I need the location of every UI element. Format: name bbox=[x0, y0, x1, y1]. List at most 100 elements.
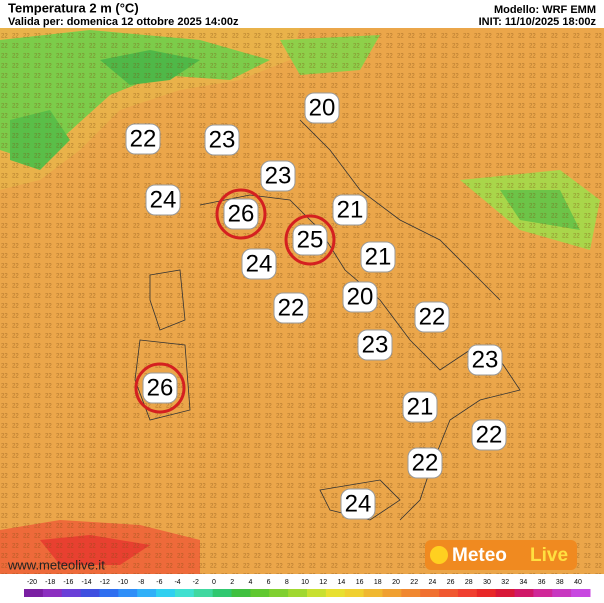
colorbar-swatch bbox=[61, 589, 82, 597]
colorbar-tick-label: 4 bbox=[248, 579, 252, 586]
highlight-ring bbox=[215, 188, 267, 240]
highlight-ring bbox=[284, 214, 336, 266]
colorbar-swatch bbox=[382, 589, 402, 597]
colorbar-swatch bbox=[476, 589, 497, 597]
label-box bbox=[467, 344, 503, 376]
valid-time: Valida per: domenica 12 ottobre 2025 14:… bbox=[8, 16, 239, 28]
colorbar-tick-label: -6 bbox=[156, 579, 162, 586]
label-box bbox=[223, 198, 259, 230]
temperature-label: 22 bbox=[412, 449, 439, 476]
colorbar-tick-label: 26 bbox=[447, 579, 455, 586]
temperature-label: 23 bbox=[362, 331, 389, 358]
colorbar-tick-label: 24 bbox=[429, 579, 437, 586]
label-box bbox=[145, 184, 181, 216]
label-box bbox=[471, 419, 507, 451]
colorbar-tick-label: -20 bbox=[27, 579, 37, 586]
colorbar-tick-label: 30 bbox=[483, 579, 491, 586]
colorbar-tick-label: 32 bbox=[501, 579, 509, 586]
colorbar-swatch bbox=[363, 589, 383, 597]
label-box bbox=[273, 292, 309, 324]
colorbar-swatch bbox=[231, 589, 251, 597]
colorbar-tick-label: 16 bbox=[356, 579, 364, 586]
highlight-ring bbox=[134, 362, 186, 414]
colorbar-swatch bbox=[156, 589, 176, 597]
map-title: Temperatura 2 m (°C) bbox=[8, 0, 139, 15]
colorbar-tick-label: 38 bbox=[556, 579, 564, 586]
model: Modello: WRF EMM bbox=[494, 4, 596, 16]
colorbar-swatch bbox=[174, 589, 195, 597]
temperature-label: 22 bbox=[476, 421, 503, 448]
label-box bbox=[414, 301, 450, 333]
temperature-label: 20 bbox=[309, 94, 336, 121]
label-box bbox=[125, 123, 161, 155]
temperature-label: 23 bbox=[265, 162, 292, 189]
colorbar-tick-label: 34 bbox=[520, 579, 528, 586]
colorbar-tick-label: 12 bbox=[319, 579, 327, 586]
colorbar-tick-label: 6 bbox=[267, 579, 271, 586]
site-url: www.meteolive.it bbox=[7, 557, 105, 572]
label-box bbox=[260, 160, 296, 192]
logo-sun bbox=[430, 546, 448, 564]
label-box bbox=[340, 488, 376, 520]
colorbar-tick-label: -8 bbox=[138, 579, 144, 586]
colorbar-tick-label: -2 bbox=[193, 579, 199, 586]
label-box bbox=[204, 124, 240, 156]
colorbar-tick-label: -4 bbox=[174, 579, 180, 586]
colorbar-swatch bbox=[269, 589, 289, 597]
colorbar-swatch bbox=[533, 589, 553, 597]
label-box bbox=[402, 391, 438, 423]
colorbar-tick-label: 8 bbox=[285, 579, 289, 586]
colorbar-tick-label: -16 bbox=[63, 579, 73, 586]
label-box bbox=[142, 372, 178, 404]
colorbar-swatch bbox=[307, 589, 327, 597]
label-box bbox=[360, 241, 396, 273]
temperature-label: 24 bbox=[150, 186, 177, 213]
temperature-label: 22 bbox=[278, 294, 305, 321]
colorbar-swatch bbox=[571, 589, 591, 597]
colorbar-tick-label: -10 bbox=[118, 579, 128, 586]
temperature-label: 25 bbox=[297, 226, 324, 253]
colorbar-swatch bbox=[344, 589, 365, 597]
colorbar-tick-label: 40 bbox=[574, 579, 582, 586]
temperature-label: 26 bbox=[228, 200, 255, 227]
colorbar-tick-label: 28 bbox=[465, 579, 473, 586]
logo-text: Live bbox=[530, 545, 568, 566]
logo-text: Meteo bbox=[452, 545, 507, 566]
colorbar-swatch bbox=[212, 589, 233, 597]
colorbar-tick-label: 14 bbox=[338, 579, 346, 586]
colorbar-swatch bbox=[514, 589, 534, 597]
colorbar-swatch bbox=[552, 589, 572, 597]
label-box bbox=[332, 194, 368, 226]
temperature-label: 21 bbox=[365, 243, 392, 270]
colorbar-swatch bbox=[118, 589, 138, 597]
colorbar-tick-label: -12 bbox=[100, 579, 110, 586]
temperature-label: 20 bbox=[347, 283, 374, 310]
colorbar-swatch bbox=[99, 589, 119, 597]
label-box bbox=[304, 92, 340, 124]
temperature-label: 24 bbox=[345, 490, 372, 517]
colorbar-tick-label: 36 bbox=[538, 579, 546, 586]
colorbar-swatch bbox=[193, 589, 214, 597]
label-box bbox=[292, 224, 328, 256]
label-box bbox=[357, 329, 393, 361]
colorbar-tick-label: 18 bbox=[374, 579, 382, 586]
colorbar-tick-label: -18 bbox=[45, 579, 55, 586]
colorbar-swatch bbox=[420, 589, 440, 597]
colorbar-tick-label: -14 bbox=[82, 579, 92, 586]
colorbar-swatch bbox=[401, 589, 421, 597]
colorbar-swatch bbox=[439, 589, 459, 597]
colorbar-swatch bbox=[250, 589, 270, 597]
temperature-label: 26 bbox=[147, 374, 174, 401]
colorbar-swatch bbox=[137, 589, 157, 597]
temperature-label: 21 bbox=[407, 393, 434, 420]
colorbar-tick-label: 0 bbox=[212, 579, 216, 586]
colorbar-swatch bbox=[24, 589, 44, 597]
temperature-label: 22 bbox=[419, 303, 446, 330]
temperature-label: 24 bbox=[246, 250, 273, 277]
temperature-label: 22 bbox=[130, 125, 157, 152]
label-box bbox=[241, 248, 277, 280]
colorbar-swatch bbox=[42, 589, 63, 597]
colorbar-swatch bbox=[495, 589, 516, 597]
